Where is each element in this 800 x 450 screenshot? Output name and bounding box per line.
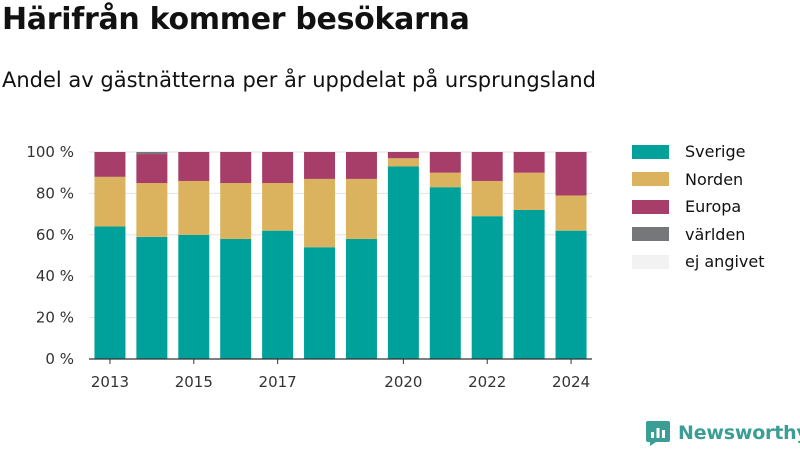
x-tick-label: 2013 [91, 373, 129, 391]
bar-segment-världen [136, 152, 168, 155]
bar-segment-norden [471, 180, 503, 217]
legend-swatch [632, 254, 669, 269]
y-axis-ticks: 0 % 20 % 40 % 60 % 80 % 100 % [26, 143, 74, 368]
bar-stack-2018 [304, 152, 336, 359]
bar-stack-2015 [178, 152, 210, 359]
bar-segment-norden [178, 180, 210, 235]
bar-stack-2020 [387, 152, 419, 359]
x-tick-label: 2020 [384, 373, 422, 391]
y-tick-label: 100 % [26, 143, 74, 161]
bar-stack-2023 [513, 152, 545, 359]
bar-segment-norden [345, 178, 377, 239]
bar-segment-norden [555, 195, 587, 231]
bar-segment-europa [513, 152, 545, 173]
chart-title: Härifrån kommer besökarna [2, 2, 470, 37]
x-tick-label: 2015 [175, 373, 213, 391]
bar-stack-2017 [262, 152, 294, 359]
legend-swatch [632, 172, 669, 187]
bar-segment-sverige [262, 230, 294, 359]
bar-segment-europa [387, 152, 419, 159]
bar-segment-europa [220, 152, 252, 184]
bar-segment-sverige [429, 187, 461, 359]
y-tick-label: 60 % [36, 226, 74, 244]
gridlines [89, 151, 592, 319]
legend-item: Sverige [632, 138, 765, 166]
bar-segment-sverige [94, 226, 126, 359]
bar-segment-europa [304, 152, 336, 179]
bar-segment-sverige [345, 238, 377, 359]
bar-segment-sverige [220, 238, 252, 359]
bar-segment-sverige [555, 230, 587, 359]
legend-label: världen [685, 224, 746, 244]
bar-segment-sverige [136, 236, 168, 359]
y-tick-label: 40 % [36, 267, 74, 285]
bar-segment-europa [136, 154, 168, 184]
x-tick-label: 2024 [552, 373, 590, 391]
bar-stack-2021 [429, 152, 461, 359]
bar-segment-europa [178, 152, 210, 181]
bar-segment-norden [304, 178, 336, 248]
chart-legend: Sverige Norden Europa världen ej angivet [632, 138, 765, 276]
bar-segment-norden [136, 183, 168, 237]
x-tick-label: 2022 [468, 373, 506, 391]
bar-stacks [94, 152, 587, 359]
bar-segment-europa [471, 152, 503, 181]
bar-segment-norden [513, 172, 545, 210]
x-tick-label: 2017 [259, 373, 297, 391]
bar-stack-2022 [471, 152, 503, 359]
y-tick-label: 0 % [45, 350, 74, 368]
brand-logo: Newsworthy [645, 419, 800, 447]
bar-segment-sverige [178, 234, 210, 359]
legend-swatch [632, 227, 669, 242]
legend-item: Europa [632, 193, 765, 221]
bar-segment-europa [555, 152, 587, 196]
bar-segment-norden [429, 172, 461, 188]
bar-segment-sverige [513, 209, 545, 359]
y-tick-label: 20 % [36, 309, 74, 327]
legend-item: Norden [632, 166, 765, 194]
legend-label: ej angivet [685, 252, 765, 272]
bar-segment-sverige [471, 216, 503, 359]
bar-segment-europa [94, 152, 126, 177]
legend-label: Europa [685, 197, 742, 217]
legend-item: ej angivet [632, 248, 765, 276]
chart-subtitle: Andel av gästnätterna per år uppdelat på… [2, 68, 596, 92]
y-tick-label: 80 % [36, 184, 74, 202]
bar-segment-europa [345, 152, 377, 179]
bar-stack-2016 [220, 152, 252, 359]
bar-segment-norden [387, 158, 419, 167]
bar-stack-2013 [94, 152, 126, 359]
x-axis-ticks: 2013 2015 2017 2020 2022 2024 [91, 359, 590, 391]
brand-name: Newsworthy [678, 422, 800, 444]
bar-stack-2019 [345, 152, 377, 359]
bar-segment-europa [429, 152, 461, 173]
newsworthy-logo-icon [646, 421, 670, 446]
legend-item: världen [632, 221, 765, 249]
bar-segment-norden [262, 183, 294, 231]
legend-label: Norden [685, 169, 744, 189]
bar-segment-norden [220, 183, 252, 239]
legend-swatch [632, 144, 669, 159]
bar-stack-2024 [555, 152, 587, 359]
bar-segment-europa [262, 152, 294, 184]
bar-segment-norden [94, 176, 126, 227]
bar-segment-sverige [387, 166, 419, 359]
bar-stack-2014 [136, 152, 168, 359]
bar-segment-sverige [304, 247, 336, 359]
legend-swatch [632, 199, 669, 214]
legend-label: Sverige [685, 142, 746, 162]
